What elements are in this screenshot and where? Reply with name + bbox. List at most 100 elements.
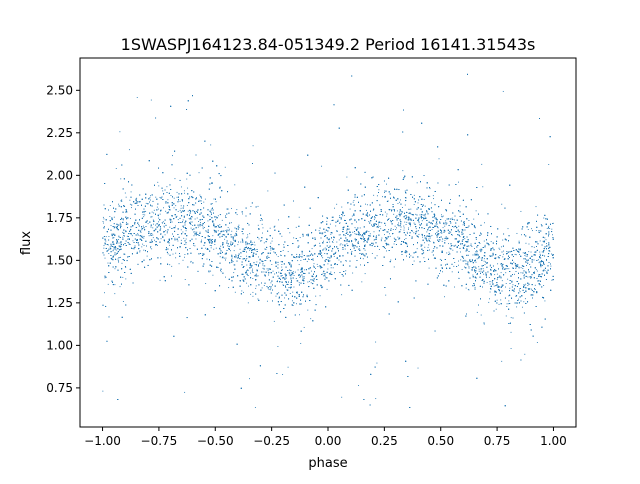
data-point <box>413 232 415 234</box>
data-point <box>359 245 360 247</box>
data-point <box>184 279 186 280</box>
data-point <box>122 276 124 278</box>
data-point <box>302 280 304 281</box>
data-point <box>415 213 417 215</box>
data-point <box>212 274 214 276</box>
data-point <box>196 210 198 212</box>
data-point <box>310 282 312 284</box>
data-point <box>265 260 267 261</box>
data-point <box>546 227 548 229</box>
data-point <box>164 240 166 242</box>
data-point <box>314 237 316 239</box>
data-point <box>240 256 242 257</box>
data-point <box>332 267 334 269</box>
data-point <box>141 237 143 239</box>
data-point <box>129 199 131 201</box>
data-point <box>277 219 279 221</box>
data-point <box>125 266 127 268</box>
data-point <box>180 229 182 231</box>
data-point <box>114 248 116 250</box>
data-point <box>183 237 185 239</box>
data-point <box>394 225 396 227</box>
data-point <box>298 264 300 266</box>
data-point <box>219 186 221 188</box>
data-point <box>461 269 463 270</box>
data-point <box>179 209 181 211</box>
data-point <box>386 213 388 215</box>
data-point <box>474 286 476 288</box>
data-point <box>118 235 120 237</box>
data-point <box>167 253 169 255</box>
data-point <box>451 271 453 273</box>
data-point <box>474 270 475 272</box>
data-point <box>471 246 473 247</box>
data-point <box>459 205 461 207</box>
data-point <box>433 248 435 249</box>
data-point <box>366 242 368 243</box>
data-point <box>438 158 440 160</box>
data-point <box>166 186 168 188</box>
data-point <box>375 235 377 237</box>
data-point <box>227 229 229 231</box>
data-point <box>187 210 189 212</box>
data-point <box>109 246 111 248</box>
data-point <box>294 271 296 273</box>
data-point <box>468 266 470 268</box>
data-point <box>401 207 403 208</box>
data-point <box>200 222 201 224</box>
data-point <box>386 237 388 239</box>
data-point <box>347 240 349 242</box>
data-point <box>458 264 459 266</box>
data-point <box>218 227 220 228</box>
data-point <box>374 239 376 241</box>
data-point <box>261 252 263 254</box>
data-point <box>226 208 228 210</box>
data-point <box>413 204 415 205</box>
data-point <box>197 226 199 228</box>
data-point <box>484 244 486 246</box>
data-point <box>389 208 391 210</box>
data-point <box>543 217 545 219</box>
data-point <box>312 259 314 261</box>
data-point <box>364 273 366 275</box>
data-point <box>502 90 504 92</box>
data-point <box>465 287 467 289</box>
data-point <box>405 243 407 244</box>
data-point <box>252 145 254 147</box>
data-point <box>499 248 501 250</box>
data-point <box>236 209 238 211</box>
data-point <box>353 200 355 201</box>
data-point <box>266 268 268 270</box>
data-point <box>408 227 409 229</box>
data-point <box>386 215 388 217</box>
data-point <box>429 195 431 197</box>
data-point <box>346 240 348 242</box>
data-point <box>500 299 502 301</box>
data-point <box>517 302 519 304</box>
data-point <box>262 232 263 234</box>
data-point <box>255 287 257 289</box>
data-point <box>339 223 341 224</box>
data-point <box>313 280 315 282</box>
data-point <box>108 236 110 237</box>
data-point <box>408 218 410 220</box>
data-point <box>313 263 315 265</box>
data-point <box>478 266 480 268</box>
data-point <box>532 230 533 232</box>
data-point <box>152 219 154 221</box>
data-point <box>394 238 396 240</box>
data-point <box>505 315 507 317</box>
data-point <box>494 291 496 293</box>
data-point <box>516 306 518 308</box>
data-point <box>172 155 173 157</box>
data-point <box>153 209 155 211</box>
data-point <box>338 259 340 261</box>
data-point <box>252 295 254 297</box>
data-point <box>381 237 383 239</box>
data-point <box>525 255 527 257</box>
data-point <box>404 234 406 236</box>
data-point <box>378 222 380 224</box>
data-point <box>500 272 502 274</box>
data-point <box>355 228 357 230</box>
data-point <box>219 248 221 250</box>
